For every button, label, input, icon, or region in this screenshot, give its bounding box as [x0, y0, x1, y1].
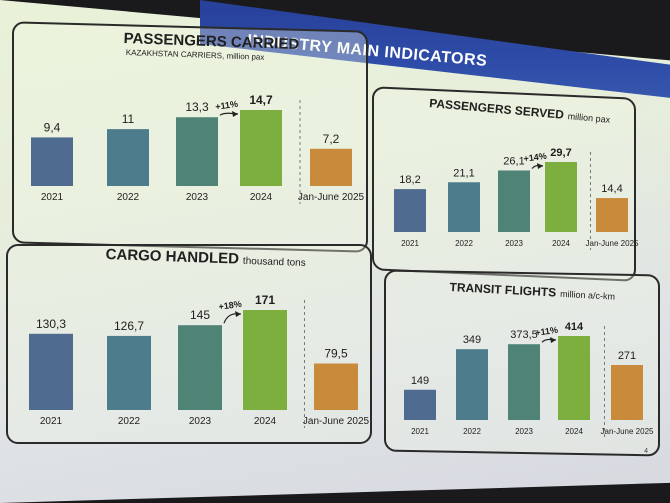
- bar-passengers_served-4: [596, 198, 628, 232]
- value-label: 130,3: [36, 317, 66, 331]
- bar-transit_flights-4: [611, 365, 643, 420]
- growth-label: +14%: [523, 151, 547, 164]
- bar-transit_flights-2: [508, 344, 540, 420]
- value-label: 9,4: [44, 120, 61, 134]
- category-label: 2021: [41, 192, 64, 203]
- category-label: 2023: [189, 416, 212, 427]
- category-label: Jan-June 2025: [303, 416, 370, 427]
- bar-passengers_carried-2: [176, 117, 218, 186]
- chart-cargo_handled: 130,3 2021 126,7 2022 145 2023 171 2024 79,5 Jan-…: [29, 293, 370, 428]
- growth-label: +11%: [215, 99, 239, 112]
- growth-arrowhead: [550, 337, 556, 343]
- value-label: 18,2: [399, 174, 420, 186]
- chart-passengers_carried: 9,4 2021 11 2022 13,3 2023 14,7 2024 7,2 Jan-June…: [31, 93, 365, 204]
- category-label: 2021: [401, 239, 419, 248]
- category-label: 2022: [455, 239, 473, 248]
- category-label: Jan-June 2025: [601, 427, 654, 436]
- bar-cargo_handled-2: [178, 325, 222, 410]
- category-label: 2024: [552, 239, 570, 248]
- bar-cargo_handled-3: [243, 310, 287, 410]
- bar-passengers_served-2: [498, 170, 530, 232]
- value-label: 11: [122, 112, 135, 126]
- bar-passengers_served-1: [448, 182, 480, 232]
- bar-passengers_carried-4: [310, 148, 352, 186]
- category-label: 2021: [411, 427, 429, 436]
- bar-cargo_handled-1: [107, 335, 151, 410]
- value-label: 29,7: [550, 147, 571, 159]
- category-label: 2024: [254, 416, 277, 427]
- bar-transit_flights-1: [456, 349, 488, 420]
- category-label: 2023: [515, 427, 533, 436]
- value-label: 21,1: [453, 167, 474, 179]
- category-label: 2024: [250, 192, 273, 203]
- category-label: 2022: [118, 416, 141, 427]
- bar-transit_flights-0: [404, 389, 436, 420]
- chart-passengers_served: 18,2 2021 21,1 2022 26,1 2023 29,7 2024 14,4 Jan-…: [394, 147, 639, 250]
- value-label: 373,5: [510, 329, 538, 341]
- value-label: 13,3: [185, 100, 209, 114]
- value-label: 7,2: [323, 132, 340, 146]
- bar-passengers_served-3: [545, 162, 577, 232]
- category-label: 2022: [117, 192, 140, 203]
- growth-arrowhead: [537, 163, 543, 169]
- value-label: 171: [255, 293, 275, 307]
- growth-label: +18%: [218, 299, 242, 312]
- page-number: 4: [644, 448, 648, 455]
- value-label: 349: [463, 334, 481, 346]
- growth-label: +11%: [535, 325, 559, 338]
- value-label: 79,5: [324, 347, 348, 361]
- bar-passengers_carried-3: [240, 110, 282, 186]
- growth-arrowhead: [232, 111, 238, 117]
- value-label: 26,1: [503, 155, 524, 167]
- category-label: Jan-June 2025: [586, 239, 639, 248]
- bar-passengers_carried-1: [107, 129, 149, 186]
- category-label: 2023: [505, 239, 523, 248]
- bar-cargo_handled-0: [29, 333, 73, 410]
- value-label: 126,7: [114, 319, 144, 333]
- value-label: 414: [565, 321, 584, 333]
- bar-passengers_carried-0: [31, 137, 73, 186]
- value-label: 14,4: [601, 183, 622, 195]
- growth-arrowhead: [235, 311, 241, 317]
- chart-transit_flights: 149 2021 349 2022 373,5 2023 414 2024 271 Jan-Jun…: [404, 321, 654, 438]
- value-label: 14,7: [249, 93, 273, 107]
- value-label: 271: [618, 350, 636, 362]
- value-label: 149: [411, 375, 429, 387]
- bar-transit_flights-3: [558, 336, 590, 420]
- value-label: 145: [190, 308, 210, 322]
- category-label: 2023: [186, 192, 209, 203]
- category-label: Jan-June 2025: [298, 192, 365, 203]
- bar-passengers_served-0: [394, 189, 426, 232]
- bar-cargo_handled-4: [314, 363, 358, 410]
- category-label: 2022: [463, 427, 481, 436]
- category-label: 2021: [40, 416, 63, 427]
- category-label: 2024: [565, 427, 583, 436]
